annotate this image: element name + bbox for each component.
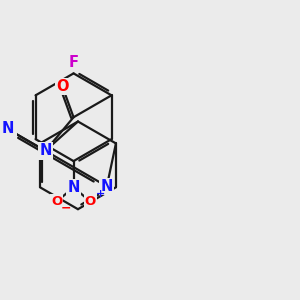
Text: F: F (69, 55, 79, 70)
Text: N: N (100, 179, 113, 194)
Text: N: N (68, 180, 80, 195)
Text: O: O (85, 195, 96, 208)
Text: +: + (95, 189, 105, 199)
Text: −: − (61, 202, 72, 214)
Text: N: N (1, 122, 13, 136)
Text: O: O (51, 195, 62, 208)
Text: O: O (56, 79, 69, 94)
Text: N: N (39, 143, 52, 158)
